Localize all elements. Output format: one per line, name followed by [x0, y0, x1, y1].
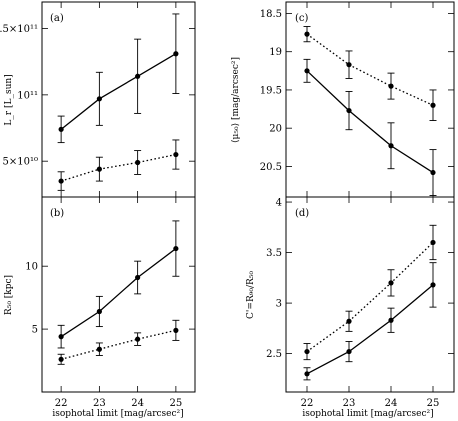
panel-d-ylabel: C'=R₉₀/R₅₀ — [246, 271, 256, 319]
panel-b-series-dotted-point — [135, 336, 141, 342]
panel-b-series-solid-point — [173, 245, 179, 252]
panel-d-xlabel: isophotal limit [mag/arcsec²] — [302, 409, 433, 419]
panel-d-series-solid-point — [388, 317, 394, 323]
panel-b-xlabel: isophotal limit [mag/arcsec²] — [52, 409, 183, 419]
panel-c-series-solid-line — [306, 70, 434, 174]
panel-b-frame — [41, 196, 196, 393]
panel-a-ylabel: L_r [L_sun] — [4, 74, 14, 125]
panel-a-frame — [41, 1, 196, 198]
panel-c-ytick-label: 20 — [269, 124, 282, 135]
panel-a-series-dotted-line — [60, 153, 177, 182]
panel-c-series-solid-point — [388, 143, 394, 149]
panel-b-ylabel: R₅₀ [kpc] — [4, 275, 14, 315]
panel-d-series-solid-point — [430, 282, 436, 288]
panel-a-series-solid-point — [135, 73, 141, 79]
panel-c-ylabel: ⟨μ₅₀⟩ [mag/arcsec²] — [231, 57, 241, 143]
panel-b-series-solid-point — [58, 334, 64, 340]
panel-a-series-solid-line — [60, 53, 177, 130]
panel-a: (a) L_r [L_sun] 5×10¹⁰ 10¹¹ 1.5×10¹¹ — [0, 1, 196, 198]
panel-c-label: (c) — [295, 13, 309, 24]
panel-b: (b) R₅₀ [kpc] isophotal limit [mag/arcse… — [4, 196, 196, 419]
panel-d-series-solid-line — [306, 284, 434, 375]
panel-c-ytick-label: 18.5 — [260, 9, 282, 20]
panel-c-ytick-label: 19.5 — [260, 85, 282, 96]
panel-d-ytick-label: 2.5 — [266, 349, 282, 360]
panel-a-ytick-label: 10¹¹ — [17, 90, 38, 101]
panel-b-series-dotted-point — [58, 356, 64, 362]
panel-c-series-dotted-line — [306, 33, 434, 106]
panel-b-series-solid-point — [96, 308, 102, 315]
panel-b-series-dotted-point — [96, 346, 102, 352]
panel-d-xtick-label: 25 — [427, 398, 440, 409]
panel-b-xtick-label: 23 — [93, 398, 106, 409]
panel-d-series-dotted-point — [388, 280, 394, 286]
panel-a-series-dotted-point — [135, 159, 141, 166]
panel-c-frame — [285, 1, 455, 198]
panel-a-series-solid-point — [173, 51, 179, 57]
panel-c-series-solid-point — [430, 169, 436, 176]
panel-b-series-dotted-line — [60, 329, 177, 360]
panel-d: (d) C'=R₉₀/R₅₀ isophotal limit [mag/arcs… — [246, 196, 455, 419]
panel-d-xtick-label: 24 — [385, 398, 398, 409]
panel-d-ytick-label: 3.5 — [266, 248, 282, 259]
panel-a-label: (a) — [50, 13, 64, 24]
panel-c-series-dotted-point — [430, 102, 436, 108]
panel-b-ytick-label: 5 — [32, 325, 38, 336]
panel-a-series-solid-point — [96, 96, 102, 102]
panel-d-series-dotted-point — [430, 239, 436, 246]
panel-a-series-dotted-point — [58, 178, 64, 184]
panel-d-ytick-label: 4 — [276, 198, 282, 209]
panel-b-series-dotted-point — [173, 327, 179, 333]
panel-d-xtick-label: 23 — [343, 398, 356, 409]
panel-b-series-solid-line — [60, 248, 177, 338]
panel-b-label: (b) — [50, 208, 64, 219]
panel-d-series-dotted-line — [306, 241, 434, 353]
panel-d-series-solid-point — [346, 348, 352, 355]
panel-a-ytick-label: 1.5×10¹¹ — [0, 24, 38, 35]
panel-a-ytick-label: 5×10¹⁰ — [3, 157, 38, 168]
panel-d-xtick-label: 22 — [301, 398, 314, 409]
panel-d-ytick-label: 3 — [276, 299, 282, 310]
panel-d-frame — [285, 196, 455, 393]
panel-b-xtick-label: 24 — [131, 398, 144, 409]
panel-c-series-dotted-point — [388, 83, 394, 89]
panel-c: (c) ⟨μ₅₀⟩ [mag/arcsec²] 18.5 19 19.5 20 20.5 — [231, 1, 455, 198]
panel-b-ytick-label: 10 — [25, 262, 38, 273]
panel-d-series-solid-point — [304, 371, 310, 377]
panel-d-series-dotted-point — [346, 318, 352, 324]
panel-a-series-dotted-point — [96, 166, 102, 172]
panel-d-series-dotted-point — [304, 348, 310, 355]
panel-c-ytick-label: 19 — [269, 47, 282, 58]
panel-c-series-dotted-point — [346, 62, 352, 68]
panel-c-ytick-label: 20.5 — [260, 162, 282, 173]
panel-b-xtick-label: 25 — [170, 398, 183, 409]
panel-b-series-solid-point — [135, 274, 141, 281]
panel-c-series-dotted-point — [304, 31, 310, 37]
panel-c-series-solid-point — [304, 68, 310, 74]
panel-a-series-dotted-point — [173, 151, 179, 158]
panel-d-label: (d) — [295, 208, 309, 219]
panel-c-series-solid-point — [346, 107, 352, 114]
panel-b-xtick-label: 22 — [55, 398, 68, 409]
panel-a-series-solid-point — [58, 126, 64, 132]
